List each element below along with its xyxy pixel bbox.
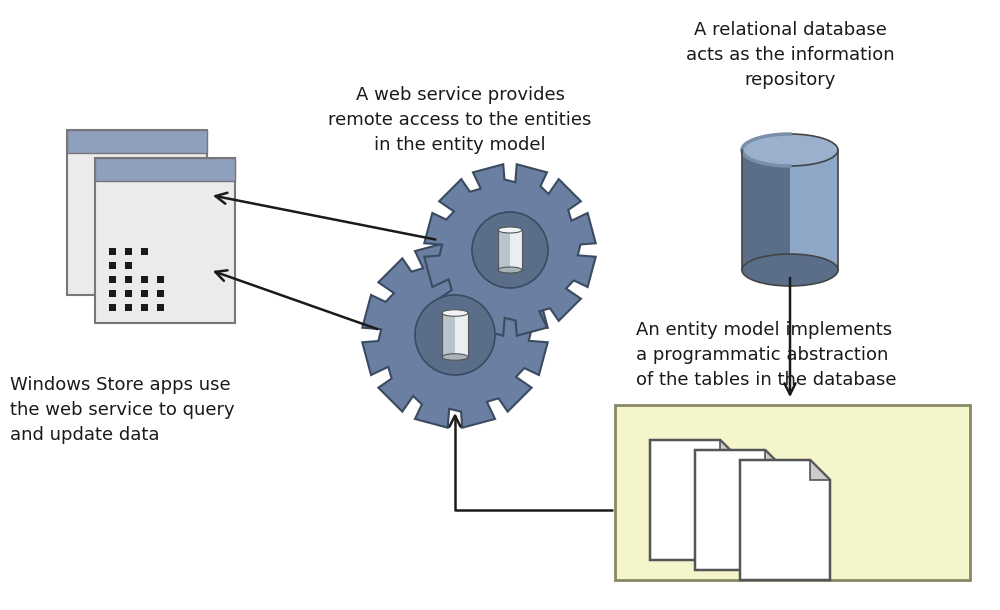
Bar [125,290,132,296]
Text: A relational database
acts as the information
repository: A relational database acts as the inform… [686,21,894,89]
Bar [125,276,132,282]
Polygon shape [442,313,455,357]
Bar [125,262,132,268]
Bar [67,129,207,152]
Bar [141,304,148,310]
Bar [109,290,116,296]
Bar [95,157,235,323]
Polygon shape [362,242,548,428]
Bar [109,304,116,310]
Ellipse shape [742,134,838,166]
Text: An entity model implements
a programmatic abstraction
of the tables in the datab: An entity model implements a programmati… [636,321,896,389]
Polygon shape [740,460,830,580]
Text: A web service provides
remote access to the entities
in the entity model: A web service provides remote access to … [328,86,592,154]
Bar [157,304,164,310]
Polygon shape [424,164,596,336]
Bar [109,276,116,282]
Polygon shape [650,440,740,560]
Ellipse shape [498,267,522,273]
Ellipse shape [498,227,522,233]
Polygon shape [498,230,510,270]
Bar [109,262,116,268]
Polygon shape [720,440,740,460]
Ellipse shape [442,310,468,316]
Ellipse shape [742,254,838,286]
Circle shape [472,212,548,288]
Bar [109,248,116,254]
Bar [141,290,148,296]
Polygon shape [810,460,830,480]
Bar [141,276,148,282]
Polygon shape [455,313,468,357]
Bar [125,248,132,254]
Polygon shape [790,150,838,270]
Bar [95,157,235,181]
Circle shape [415,295,495,375]
Polygon shape [765,450,785,470]
Bar [125,304,132,310]
Bar [615,405,970,580]
Bar [67,129,207,295]
Ellipse shape [442,354,468,361]
Polygon shape [695,450,785,570]
Polygon shape [510,230,522,270]
Bar [141,248,148,254]
Polygon shape [742,150,790,270]
Bar [157,276,164,282]
Text: Windows Store apps use
the web service to query
and update data: Windows Store apps use the web service t… [10,376,235,444]
Bar [157,290,164,296]
